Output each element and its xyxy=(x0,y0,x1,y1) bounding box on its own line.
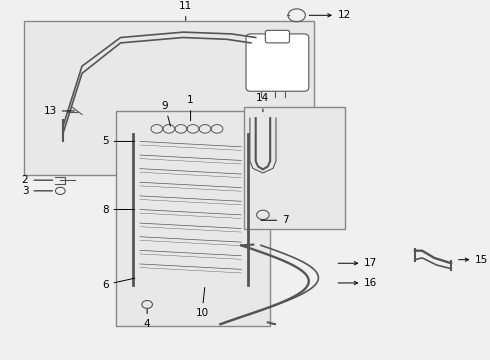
Text: 9: 9 xyxy=(162,100,171,126)
FancyBboxPatch shape xyxy=(24,21,314,175)
Text: 14: 14 xyxy=(256,94,270,112)
Text: 10: 10 xyxy=(196,288,209,318)
Text: 13: 13 xyxy=(44,106,74,116)
Text: 12: 12 xyxy=(309,10,351,20)
Text: 4: 4 xyxy=(144,309,150,329)
Text: 7: 7 xyxy=(261,215,289,225)
FancyBboxPatch shape xyxy=(244,107,345,229)
Text: 11: 11 xyxy=(179,1,193,21)
FancyBboxPatch shape xyxy=(266,30,290,43)
Text: 17: 17 xyxy=(338,258,377,268)
FancyBboxPatch shape xyxy=(246,34,309,91)
Text: 3: 3 xyxy=(22,186,53,196)
Text: 6: 6 xyxy=(102,278,135,290)
Text: 15: 15 xyxy=(459,255,489,265)
Text: 1: 1 xyxy=(187,95,194,121)
Text: 2: 2 xyxy=(22,175,53,185)
Text: 5: 5 xyxy=(102,136,135,147)
Text: 8: 8 xyxy=(102,204,135,215)
FancyBboxPatch shape xyxy=(116,111,270,326)
Text: 16: 16 xyxy=(338,278,377,288)
